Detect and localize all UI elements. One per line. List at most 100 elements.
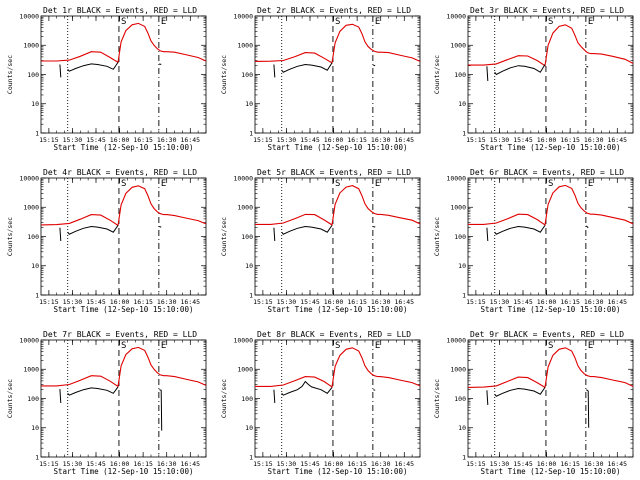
event-marker-label: S bbox=[121, 179, 126, 189]
y-tick-label: 100 bbox=[241, 395, 253, 403]
events-series bbox=[67, 386, 119, 396]
event-marker-label: E bbox=[161, 341, 166, 351]
x-tick-label: 16:45 bbox=[607, 298, 627, 306]
x-tick-label: 16:00 bbox=[537, 460, 557, 468]
x-tick-label: 16:15 bbox=[133, 460, 153, 468]
y-tick-label: 10000 bbox=[19, 336, 39, 344]
events-series bbox=[59, 389, 62, 404]
x-tick-label: 16:30 bbox=[371, 298, 391, 306]
lld-series bbox=[468, 24, 634, 67]
detector-panel: Det 8r BLACK = Events, RED = LLD 1 10 100 10… bbox=[220, 330, 421, 476]
x-tick-label: 16:30 bbox=[157, 136, 177, 144]
x-tick-label: 15:45 bbox=[513, 460, 533, 468]
y-tick-label: 1000 bbox=[450, 42, 466, 50]
y-tick-label: 1 bbox=[462, 129, 466, 137]
lld-series bbox=[40, 185, 207, 227]
x-tick-label: 15:30 bbox=[277, 460, 297, 468]
x-tick-label: 16:30 bbox=[157, 298, 177, 306]
x-tick-label: 16:45 bbox=[394, 298, 414, 306]
event-marker-label: E bbox=[375, 341, 380, 351]
x-tick-label: 15:30 bbox=[490, 136, 510, 144]
detector-panel: Det 4r BLACK = Events, RED = LLD 1 10 100 10… bbox=[6, 168, 207, 314]
x-axis-label: Start Time (12-Sep-10 15:10:00) bbox=[54, 143, 194, 152]
events-series bbox=[585, 225, 589, 229]
x-tick-label: 15:45 bbox=[86, 460, 106, 468]
y-axis-label: Counts/sec bbox=[433, 379, 441, 418]
events-series bbox=[273, 389, 276, 404]
plot-frame bbox=[40, 15, 207, 134]
x-tick-label: 16:30 bbox=[157, 460, 177, 468]
y-tick-label: 10 bbox=[31, 424, 39, 432]
x-tick-label: 15:45 bbox=[300, 298, 320, 306]
x-tick-label: 15:30 bbox=[277, 298, 297, 306]
detector-panel: Det 2r BLACK = Events, RED = LLD 1 10 100 10… bbox=[220, 6, 421, 152]
events-series bbox=[159, 226, 162, 228]
x-tick-label: 15:30 bbox=[63, 460, 83, 468]
event-marker-label: E bbox=[588, 341, 593, 351]
lld-series bbox=[467, 347, 634, 389]
x-tick-label: 16:15 bbox=[560, 460, 580, 468]
x-tick-label: 16:15 bbox=[560, 136, 580, 144]
x-axis-label: Start Time (12-Sep-10 15:10:00) bbox=[54, 467, 194, 476]
y-tick-label: 1 bbox=[462, 291, 466, 299]
x-tick-label: 16:15 bbox=[133, 298, 153, 306]
x-tick-label: 16:30 bbox=[584, 460, 604, 468]
y-tick-label: 1 bbox=[35, 129, 39, 137]
event-marker-label: S bbox=[121, 341, 126, 351]
x-tick-label: 15:15 bbox=[253, 298, 273, 306]
x-axis-label: Start Time (12-Sep-10 15:10:00) bbox=[481, 143, 621, 152]
detector-panel: Det 7r BLACK = Events, RED = LLD 1 10 100 10… bbox=[6, 330, 207, 476]
panel-title: Det 7r BLACK = Events, RED = LLD bbox=[43, 330, 197, 339]
x-tick-label: 15:15 bbox=[253, 136, 273, 144]
x-tick-label: 15:30 bbox=[63, 136, 83, 144]
x-tick-label: 15:45 bbox=[513, 136, 533, 144]
x-tick-label: 16:15 bbox=[347, 136, 367, 144]
plot-frame bbox=[254, 15, 421, 134]
y-axis-label: Counts/sec bbox=[6, 379, 14, 418]
x-tick-label: 15:30 bbox=[490, 460, 510, 468]
x-tick-label: 16:00 bbox=[324, 136, 344, 144]
y-tick-label: 100 bbox=[27, 233, 39, 241]
event-marker-label: S bbox=[548, 17, 553, 27]
y-tick-label: 1000 bbox=[237, 204, 253, 212]
y-axis-label: Counts/sec bbox=[220, 55, 228, 94]
y-tick-label: 10 bbox=[245, 100, 253, 108]
events-series bbox=[486, 390, 489, 406]
y-tick-label: 10 bbox=[458, 100, 466, 108]
events-series bbox=[494, 387, 546, 397]
events-series bbox=[486, 66, 489, 82]
plot-frame bbox=[40, 339, 207, 458]
x-tick-label: 16:15 bbox=[560, 298, 580, 306]
events-series bbox=[59, 227, 62, 242]
detector-panel: Det 6r BLACK = Events, RED = LLD 1 10 100 10… bbox=[433, 168, 634, 314]
x-tick-label: 16:45 bbox=[394, 136, 414, 144]
y-tick-label: 100 bbox=[454, 233, 466, 241]
y-tick-label: 10000 bbox=[19, 12, 39, 20]
x-axis-label: Start Time (12-Sep-10 15:10:00) bbox=[481, 467, 621, 476]
event-marker-label: E bbox=[375, 17, 380, 27]
event-marker-label: E bbox=[375, 179, 380, 189]
x-tick-label: 16:45 bbox=[180, 136, 200, 144]
detector-panel: Det 5r BLACK = Events, RED = LLD 1 10 100 10… bbox=[220, 168, 421, 314]
x-tick-label: 16:45 bbox=[180, 460, 200, 468]
y-tick-label: 1 bbox=[249, 453, 253, 461]
x-axis-label: Start Time (12-Sep-10 15:10:00) bbox=[268, 467, 408, 476]
detector-panel: Det 3r BLACK = Events, RED = LLD 1 10 100 10… bbox=[433, 6, 634, 152]
event-marker-label: S bbox=[335, 17, 340, 27]
x-tick-label: 16:45 bbox=[180, 298, 200, 306]
events-series bbox=[281, 380, 333, 396]
plot-frame bbox=[40, 177, 207, 296]
x-tick-label: 15:45 bbox=[300, 136, 320, 144]
panel-title: Det 5r BLACK = Events, RED = LLD bbox=[257, 168, 411, 177]
y-tick-label: 10000 bbox=[233, 174, 253, 182]
y-tick-label: 10 bbox=[31, 100, 39, 108]
y-tick-label: 100 bbox=[241, 233, 253, 241]
panel-title: Det 6r BLACK = Events, RED = LLD bbox=[470, 168, 624, 177]
y-tick-label: 1000 bbox=[23, 42, 39, 50]
x-tick-label: 15:45 bbox=[300, 460, 320, 468]
panel-title: Det 9r BLACK = Events, RED = LLD bbox=[470, 330, 624, 339]
y-tick-label: 100 bbox=[454, 395, 466, 403]
event-marker-label: E bbox=[588, 179, 593, 189]
event-marker-label: S bbox=[548, 341, 553, 351]
panel-title: Det 1r BLACK = Events, RED = LLD bbox=[43, 6, 197, 15]
